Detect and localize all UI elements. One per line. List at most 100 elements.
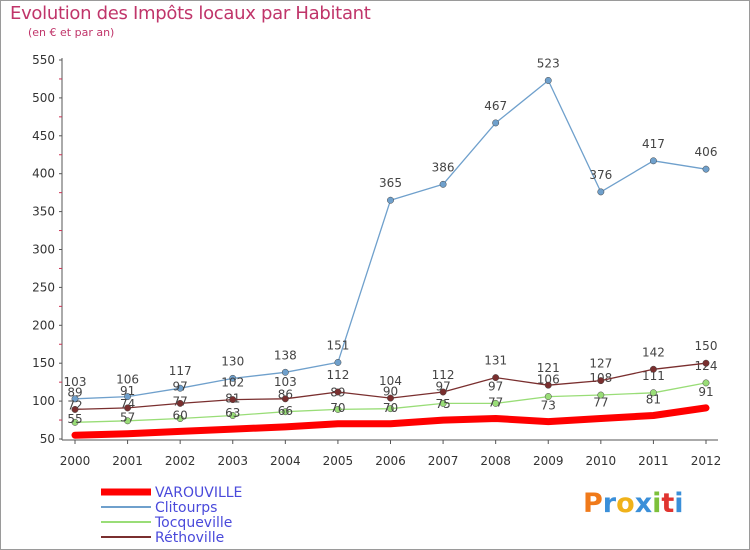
data-label: 77 (488, 396, 503, 410)
data-point (176, 384, 184, 392)
data-point (281, 368, 289, 376)
data-label: 55 (67, 412, 82, 426)
data-point (334, 358, 342, 366)
data-point (544, 393, 552, 401)
data-point (649, 365, 657, 373)
data-point (281, 408, 289, 416)
data-label: 103 (64, 375, 87, 389)
data-label: 130 (221, 354, 244, 368)
x-tick-label: 2012 (691, 454, 722, 468)
data-point (649, 157, 657, 165)
data-label: 523 (537, 56, 560, 70)
series-line (71, 404, 710, 439)
data-point (387, 405, 394, 413)
data-label: 112 (432, 368, 455, 382)
data-point (176, 415, 184, 422)
proxiti-logo: Proxiti (583, 488, 684, 519)
y-tick-label: 400 (32, 167, 55, 181)
data-point (544, 381, 552, 389)
data-point (124, 393, 132, 401)
data-label: 365 (379, 176, 402, 190)
x-tick-label: 2007 (428, 454, 459, 468)
data-label: 127 (589, 357, 612, 371)
chart-title: Evolution des Impôts locaux par Habitant (10, 3, 371, 24)
x-tick-label: 2006 (375, 454, 406, 468)
data-label: 102 (221, 376, 244, 390)
y-tick-label: 450 (32, 129, 55, 143)
data-point (124, 404, 132, 412)
y-tick-label: 150 (32, 356, 55, 370)
data-label: 97 (173, 379, 188, 393)
x-tick-label: 2001 (112, 454, 143, 468)
data-label: 97 (488, 379, 503, 393)
data-point (71, 405, 79, 413)
data-point (124, 417, 132, 425)
data-point (71, 395, 79, 403)
data-label: 112 (326, 368, 349, 382)
data-point (702, 165, 710, 173)
data-label: 467 (484, 99, 507, 113)
data-label: 60 (173, 408, 188, 422)
y-tick-label: 550 (32, 53, 55, 67)
series-line (74, 79, 707, 400)
data-label: 106 (116, 373, 139, 387)
data-point (387, 196, 394, 204)
data-label: 91 (698, 385, 713, 399)
data-point (439, 180, 447, 188)
series-clitourps: 103 106 117 130 138 151 365 386 467 523 376 417 406 (64, 56, 718, 403)
x-tick-label: 2005 (323, 454, 354, 468)
data-point (281, 395, 289, 403)
data-label: 406 (695, 145, 718, 159)
data-label: 142 (642, 345, 665, 359)
x-tick-label: 2002 (165, 454, 196, 468)
data-label: 386 (432, 160, 455, 174)
series-tocqueville: 727477818689909797106108111124 (67, 359, 717, 426)
data-label: 106 (537, 373, 560, 387)
legend-label: VAROUVILLE (155, 485, 242, 501)
data-point (71, 418, 79, 426)
data-label: 75 (435, 397, 450, 411)
data-point (649, 389, 657, 397)
data-label: 138 (274, 348, 297, 362)
data-label: 103 (274, 375, 297, 389)
legend-label: Tocqueville (154, 515, 232, 531)
data-point (229, 412, 237, 419)
data-label: 376 (589, 168, 612, 182)
y-tick-label: 250 (32, 280, 55, 294)
y-tick-label: 300 (32, 243, 55, 257)
chart-subtitle: (en € et par an) (28, 26, 115, 39)
x-tick-label: 2000 (60, 454, 91, 468)
legend-label: Réthoville (155, 530, 224, 546)
x-tick-label: 2011 (638, 454, 669, 468)
data-label: 90 (383, 385, 398, 399)
data-label: 81 (646, 393, 661, 407)
data-label: 77 (593, 396, 608, 410)
data-label: 63 (225, 406, 240, 420)
x-tick-label: 2008 (480, 454, 511, 468)
x-tick-label: 2004 (270, 454, 301, 468)
x-tick-label: 2010 (586, 454, 617, 468)
x-tick-label: 2009 (533, 454, 564, 468)
y-tick-label: 350 (32, 205, 55, 219)
y-tick-label: 500 (32, 91, 55, 105)
data-label: 117 (169, 364, 192, 378)
legend-label: Clitourps (155, 500, 217, 516)
y-tick-label: 50 (40, 432, 55, 446)
data-point (597, 391, 605, 399)
data-point (176, 399, 184, 407)
data-point (544, 77, 552, 84)
data-label: 104 (379, 374, 402, 388)
data-point (597, 377, 605, 385)
data-label: 91 (120, 384, 135, 398)
data-point (334, 405, 342, 413)
data-label: 151 (326, 338, 349, 352)
data-point (229, 396, 237, 404)
data-label: 150 (695, 339, 718, 353)
series-varouville: 55 57 60 63 66 70 70 75 77 73 77 81 91 (67, 385, 714, 439)
data-point (702, 379, 710, 387)
data-label: 57 (120, 411, 135, 425)
data-point (439, 388, 447, 396)
data-label: 111 (642, 369, 665, 383)
y-tick-label: 100 (32, 394, 55, 408)
